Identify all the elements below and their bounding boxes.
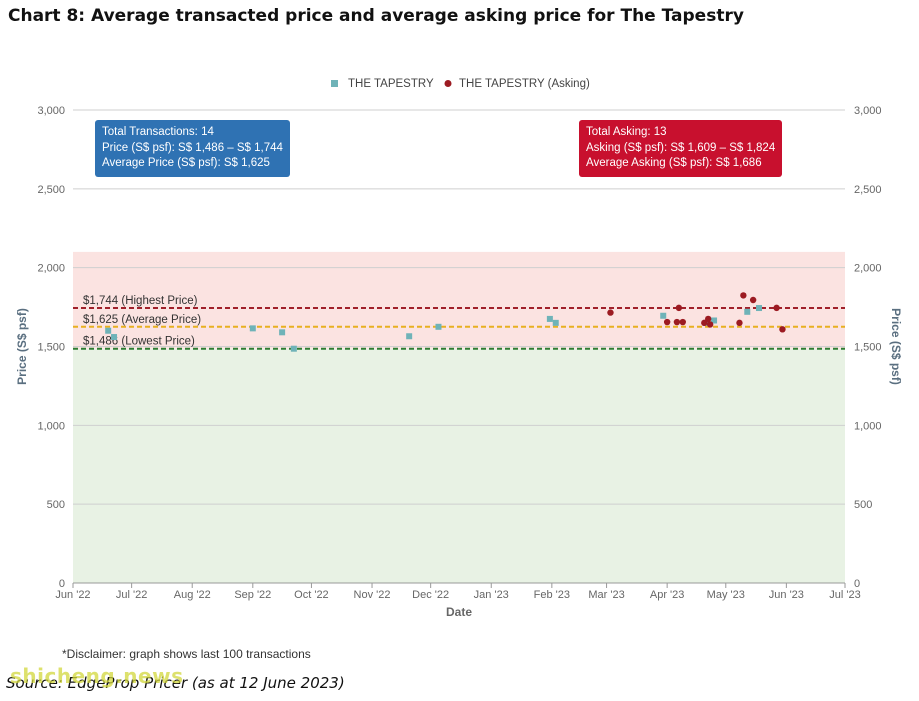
x-tick-label: Jun '23 (769, 589, 804, 601)
x-tick-label: Oct '22 (294, 589, 329, 601)
scatter-chart: 0 0 500 500 1,000 1,000 1,500 1,500 2,000 2,000 2,… (15, 78, 903, 619)
y-tick-label-right: 1,000 (854, 420, 882, 432)
legend-marker-asking (444, 80, 452, 87)
legend[interactable]: THE TAPESTRY THE TAPESTRY (Asking) (331, 78, 590, 90)
y-tick-label-left: 1,000 (37, 420, 65, 432)
average-price: Average Price (S$ psf): S$ 1,625 (102, 157, 270, 169)
y-tick-label-left: 1,500 (37, 342, 65, 354)
y-tick-label-right: 3,000 (854, 105, 882, 117)
legend-marker-transacted (331, 80, 338, 87)
x-tick-label: Mar '23 (588, 589, 624, 601)
asking-point (607, 309, 614, 316)
asking-point (740, 292, 747, 299)
x-tick-label: Jul '22 (116, 589, 147, 601)
x-tick-label: May '23 (707, 589, 745, 601)
y-tick-label-right: 2,000 (854, 263, 882, 275)
disclaimer-text: *Disclaimer: graph shows last 100 transa… (62, 647, 311, 661)
y-tick-label-left: 2,500 (37, 184, 65, 196)
x-tick-label: Nov '22 (354, 589, 391, 601)
y-tick-label-left: 2,000 (37, 263, 65, 275)
data-points (105, 292, 786, 352)
asking-point (779, 326, 786, 333)
asking-point (704, 315, 712, 323)
transaction-point (435, 323, 442, 330)
transaction-point (744, 308, 751, 315)
asking-point (679, 318, 686, 326)
axes: 0 0 500 500 1,000 1,000 1,500 1,500 2,000 2,000 2,… (15, 105, 903, 619)
asking-point (749, 296, 757, 304)
transaction-point (546, 315, 553, 322)
price-band-1 (73, 348, 845, 583)
transaction-point (105, 327, 112, 334)
y-tick-label-right: 0 (854, 578, 860, 590)
transaction-point (711, 317, 718, 324)
chart-title: Chart 8: Average transacted price and av… (8, 6, 744, 26)
x-tick-label: Jul '23 (829, 589, 860, 601)
y-tick-label-left: 500 (47, 499, 65, 511)
asking-point (675, 304, 683, 312)
watermark: shicheng.news (10, 664, 184, 688)
asking-point (773, 304, 780, 312)
asking-point (706, 321, 714, 328)
asking-summary-box: Total Asking: 13 Asking (S$ psf): S$ 1,6… (579, 120, 783, 177)
y-tick-label-right: 500 (854, 499, 872, 511)
asking-range: Asking (S$ psf): S$ 1,609 – S$ 1,824 (586, 141, 776, 154)
x-tick-label: Feb '23 (534, 589, 570, 601)
average-asking: Average Asking (S$ psf): S$ 1,686 (586, 157, 762, 169)
transaction-point (111, 334, 118, 341)
y-tick-label-right: 1,500 (854, 342, 882, 354)
x-tick-label: Jan '23 (474, 589, 509, 601)
transaction-point (249, 325, 256, 332)
asking-point (701, 319, 708, 327)
x-tick-label: Dec '22 (412, 589, 449, 601)
transactions-summary-box: Total Transactions: 14 Price (S$ psf): S… (95, 120, 290, 177)
y-tick-label-left: 3,000 (37, 105, 65, 117)
y-axis-title-right: Price (S$ psf) (889, 308, 903, 385)
x-tick-label: Jun '22 (55, 589, 90, 601)
reference-line-label-0: $1,744 (Highest Price) (83, 295, 198, 307)
x-tick-label: Sep '22 (234, 589, 271, 601)
total-transactions: Total Transactions: 14 (102, 126, 214, 138)
y-tick-label-left: 0 (59, 578, 65, 590)
reference-line-label-1: $1,625 (Average Price) (83, 314, 201, 326)
asking-point (673, 318, 681, 326)
source-text: Source: EdgeProp Pricer (as at 12 June 2… (6, 674, 345, 692)
transaction-point (660, 312, 667, 319)
x-tick-label: Apr '23 (650, 589, 685, 601)
y-axis-title-left: Price (S$ psf) (15, 308, 29, 385)
price-bands (73, 251, 845, 583)
legend-label-asking: THE TAPESTRY (Asking) (459, 78, 590, 90)
legend-label-transacted: THE TAPESTRY (348, 78, 434, 90)
transaction-point (290, 345, 297, 352)
reference-line-label-2: $1,486 (Lowest Price) (83, 336, 195, 348)
x-tick-label: Aug '22 (174, 589, 211, 601)
total-asking: Total Asking: 13 (586, 126, 667, 138)
reference-lines: $1,744 (Highest Price) $1,625 (Average Pr… (73, 295, 845, 350)
transaction-point (279, 329, 286, 336)
x-axis-title: Date (446, 605, 472, 619)
asking-point (736, 319, 743, 327)
y-tick-label-right: 2,500 (854, 184, 882, 196)
transaction-point (406, 333, 413, 340)
asking-point (663, 318, 671, 326)
transaction-point (756, 305, 763, 312)
price-range: Price (S$ psf): S$ 1,486 – S$ 1,744 (102, 141, 283, 154)
transaction-point (552, 319, 559, 326)
